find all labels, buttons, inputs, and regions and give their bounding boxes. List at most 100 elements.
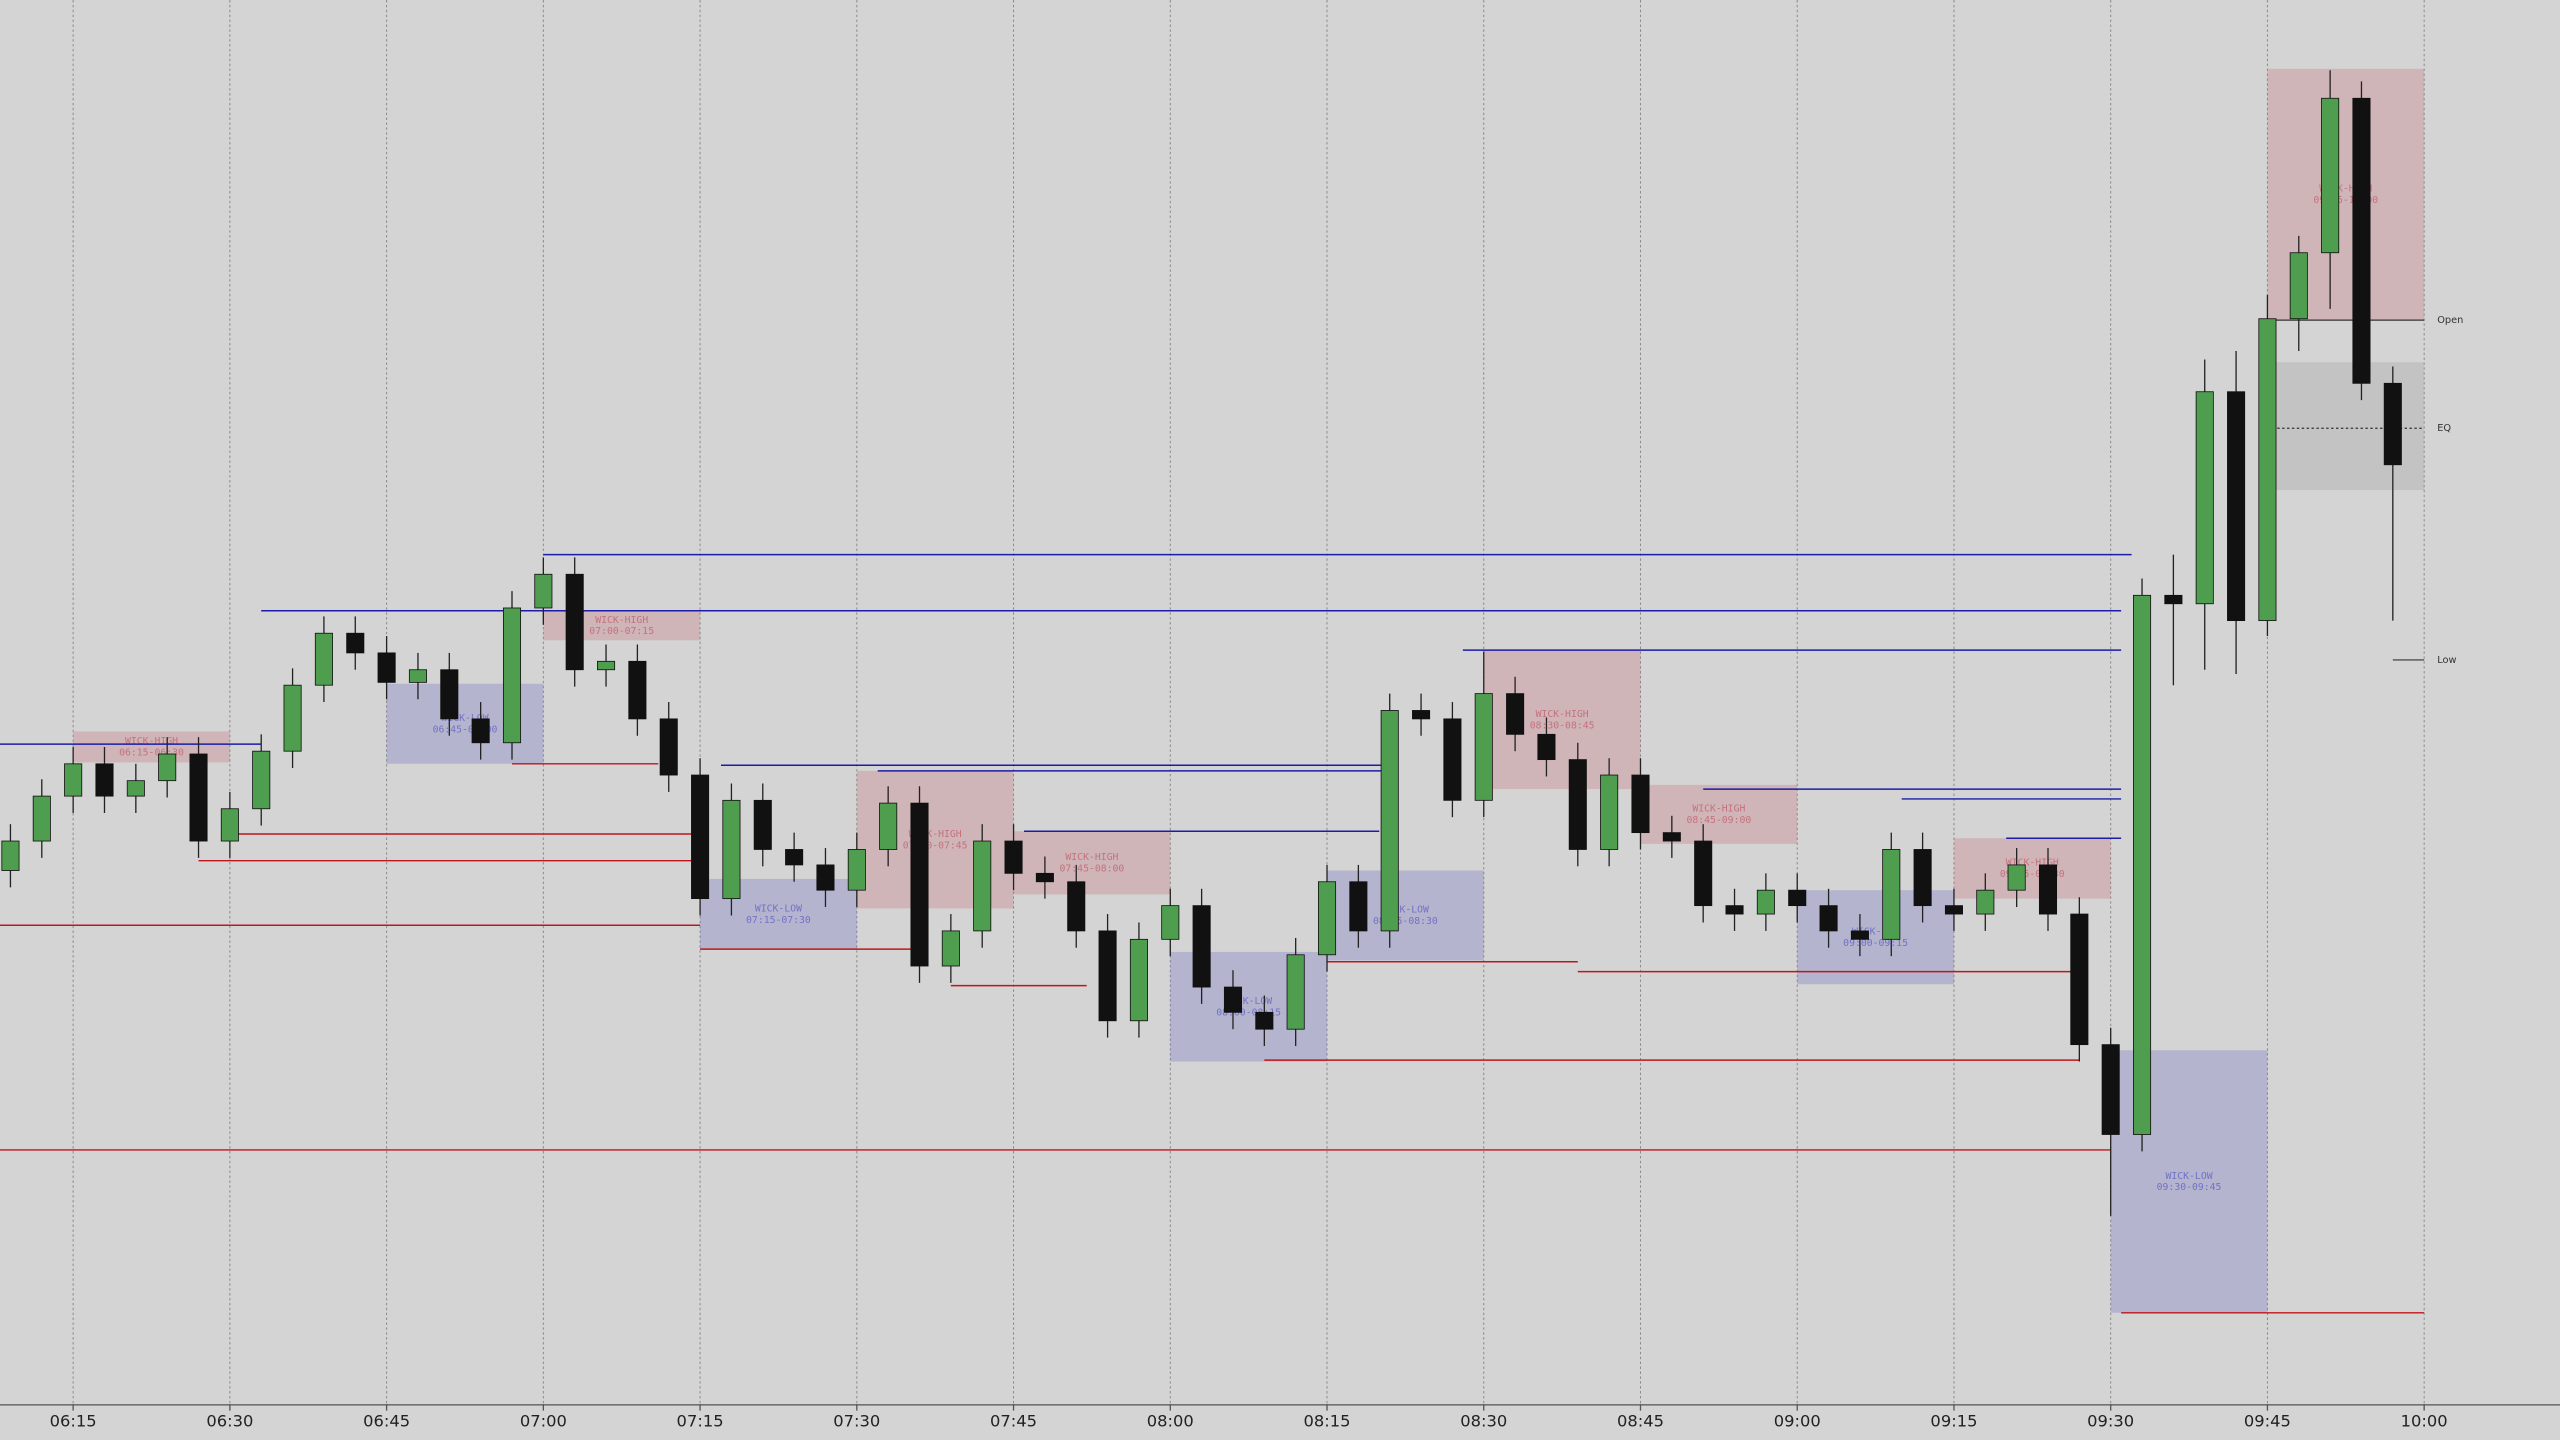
zone-range: 09:00-09:15 (1843, 938, 1908, 949)
zone-kind: WICK-LOW (755, 903, 802, 914)
candle-body (1850, 930, 1869, 940)
zone-range: 07:45-08:00 (1060, 864, 1125, 875)
candle-body (252, 750, 271, 810)
candle-body (1192, 905, 1211, 988)
candle-body (1474, 693, 1493, 801)
x-tick-label: 07:30 (833, 1412, 880, 1431)
candle-body (879, 802, 898, 850)
candle-body (691, 774, 710, 900)
zone-range: 08:15-08:30 (1373, 916, 1438, 927)
candle-body (1882, 849, 1901, 940)
x-tick-label: 06:45 (363, 1412, 410, 1431)
candle-body (1317, 881, 1337, 956)
zone-kind: WICK-HIGH (909, 829, 962, 840)
zone-kind: WICK-LOW (2165, 1171, 2212, 1182)
candle-body (1067, 881, 1086, 932)
candle-body (1694, 840, 1713, 907)
x-tick-label: 08:00 (1147, 1412, 1194, 1431)
candle-body (346, 632, 365, 654)
zone-kind: WICK-HIGH (1536, 709, 1589, 720)
candle-body (1255, 1011, 1274, 1030)
candle-body (847, 849, 866, 891)
zone-kind: WICK-HIGH (125, 736, 178, 747)
candle-body (502, 607, 522, 744)
candle-body (1129, 938, 1148, 1022)
zone-kind: WICK-HIGH (1065, 852, 1118, 863)
candle-body (95, 763, 114, 797)
x-tick-label: 09:45 (2244, 1412, 2291, 1431)
candle-body (2038, 864, 2058, 915)
candle-body (1631, 774, 1650, 834)
candle-body (1819, 905, 1838, 932)
zone-kind: WICK-HIGH (2006, 858, 2059, 869)
zone-range: 07:00-07:15 (589, 626, 654, 637)
candle-body (941, 930, 960, 967)
x-tick-label: 06:15 (50, 1412, 97, 1431)
candle-body (1286, 954, 1305, 1030)
candle-body (283, 684, 302, 752)
x-tick-label: 08:30 (1460, 1412, 1507, 1431)
zone-kind: WICK-HIGH (1692, 804, 1745, 815)
zone-range: 08:45-09:00 (1686, 815, 1751, 826)
candle-body (1600, 774, 1619, 850)
zone-range: 09:30-09:45 (2157, 1182, 2222, 1193)
x-tick-label: 06:30 (206, 1412, 253, 1431)
zone-kind: WICK-LOW (1225, 996, 1272, 1007)
candle-body (32, 795, 51, 842)
candle-body (785, 849, 804, 866)
annotation-label: Low (2437, 655, 2456, 666)
candle-body (1976, 889, 1995, 915)
zone (1013, 831, 1171, 895)
zone-kind: WICK-HIGH (595, 615, 648, 626)
candle-body (2383, 382, 2402, 466)
candle-body (597, 660, 616, 671)
candle-body (377, 652, 396, 683)
x-tick-label: 07:15 (677, 1412, 724, 1431)
zone-range: 09:15-09:30 (2000, 869, 2065, 880)
x-tick-label: 09:00 (1774, 1412, 1821, 1431)
zone-kind: WICK-HIGH (2319, 184, 2372, 195)
candle-body (1944, 905, 1963, 915)
annotation-label: Open (2437, 315, 2463, 326)
zone-kind: WICK-LOW (1852, 927, 1899, 938)
candle-body (1913, 849, 1932, 907)
x-tick-label: 09:15 (1930, 1412, 1977, 1431)
candle-body (1412, 710, 1431, 720)
candle-body (753, 799, 772, 850)
candle-body (408, 669, 427, 683)
zone-range: 06:45-07:00 (433, 725, 498, 736)
zone-range: 07:30-07:45 (903, 840, 968, 851)
candle-body (1756, 889, 1775, 915)
zone (1953, 838, 2111, 899)
candle-body (2101, 1044, 2120, 1135)
candle-body (189, 753, 208, 842)
candle-body (2227, 391, 2246, 622)
candle-body (816, 864, 835, 891)
candle-body (1380, 710, 1399, 932)
zone-kind: WICK-LOW (1382, 905, 1429, 916)
zone-kind: WICK-LOW (441, 713, 488, 724)
candle-body (314, 632, 333, 686)
candle-body (1161, 905, 1180, 940)
candle-body (2258, 318, 2277, 622)
candle-body (1098, 930, 1117, 1022)
candle-body (1004, 840, 1023, 874)
candle-body (2070, 913, 2089, 1046)
candle-body (2321, 97, 2340, 254)
zone-range: 08:30-08:45 (1530, 720, 1595, 731)
candle-body (1443, 718, 1462, 801)
candle-body (126, 780, 145, 797)
candle-body (910, 802, 929, 967)
annotation-label: EQ (2437, 423, 2451, 434)
x-tick-label: 08:15 (1304, 1412, 1351, 1431)
x-tick-label: 09:30 (2087, 1412, 2134, 1431)
candle-body (1506, 693, 1525, 735)
candle-body (158, 753, 177, 782)
zone-range: 06:15-06:30 (119, 748, 184, 759)
candle-body (722, 799, 741, 900)
candle-body (1568, 759, 1587, 850)
candle-body (2289, 252, 2308, 320)
candle-body (565, 573, 584, 671)
candle-body (1035, 872, 1054, 883)
